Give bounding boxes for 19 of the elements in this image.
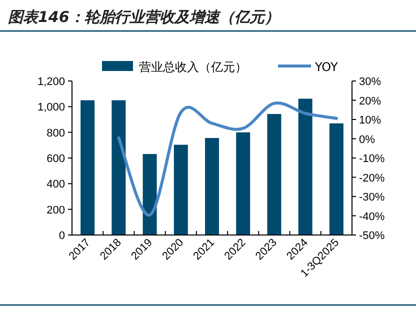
legend-label: YOY <box>314 60 338 74</box>
y-tick-label: 1,200 <box>37 76 65 88</box>
y2-tick-label: 30% <box>359 76 382 88</box>
y-tick-label: 0 <box>58 230 65 242</box>
y2-tick-label: -30% <box>359 192 385 204</box>
y-tick-label: 600 <box>46 153 65 165</box>
y2-tick-label: -20% <box>359 172 385 184</box>
y-tick-label: 200 <box>46 204 65 216</box>
y2-tick-label: 0% <box>359 134 376 146</box>
legend-label: 营业总收入（亿元） <box>139 60 247 74</box>
y2-tick-label: 20% <box>359 95 382 108</box>
chart-title: 图表146：轮胎行业营收及增速（亿元） <box>8 8 280 26</box>
y2-tick-label: -50% <box>359 230 385 242</box>
y2-tick-label: -40% <box>359 210 385 223</box>
y2-tick-label: -10% <box>359 153 385 165</box>
y-tick-label: 1,000 <box>37 102 65 114</box>
y-tick-label: 800 <box>46 127 65 140</box>
y2-tick-label: 10% <box>359 114 382 126</box>
y-tick-label: 400 <box>46 178 65 191</box>
